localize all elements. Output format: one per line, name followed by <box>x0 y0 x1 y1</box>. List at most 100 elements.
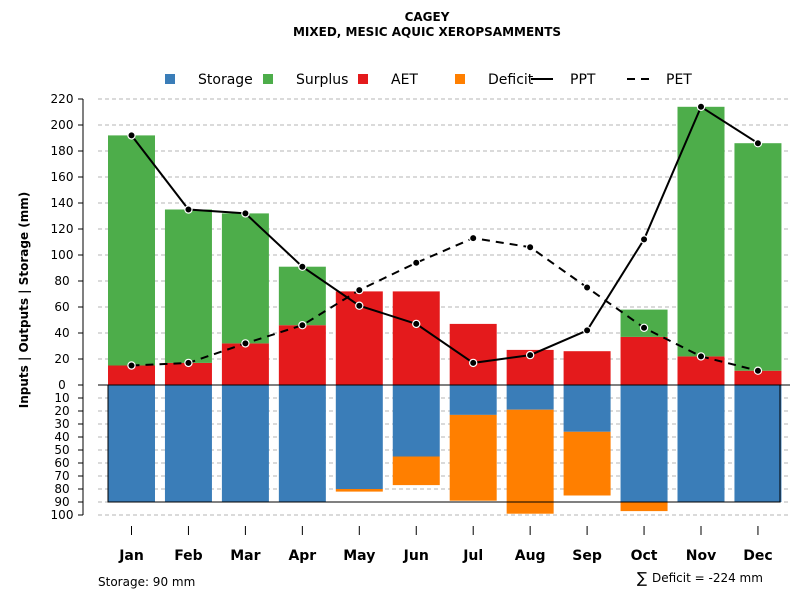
y-tick-label: 180 <box>51 144 74 158</box>
deficit-bar <box>563 431 611 496</box>
aet-bar <box>278 325 326 385</box>
series-lines <box>127 102 763 375</box>
legend-label: Deficit <box>488 72 534 88</box>
surplus-bar <box>164 209 212 363</box>
ppt-line-point <box>412 319 421 329</box>
y-tick-label: 20 <box>54 404 69 418</box>
x-tick-label: Oct <box>631 548 658 564</box>
x-tick-label: Mar <box>230 548 260 564</box>
storage-bar <box>392 385 440 457</box>
ppt-line-point <box>184 205 193 214</box>
pet-line-point <box>127 361 136 370</box>
y-tick-label: 40 <box>54 326 69 340</box>
ppt-line-point <box>298 262 307 271</box>
x-tick-label: Apr <box>288 548 316 564</box>
y-tick-label: 100 <box>51 248 74 262</box>
ppt-line-point <box>753 138 763 148</box>
storage-bar <box>221 385 269 502</box>
y-tick-label: 80 <box>54 482 69 496</box>
aet-bar <box>164 362 212 385</box>
storage-bar <box>164 385 212 502</box>
x-tick-label: Dec <box>743 548 772 564</box>
aet-bar <box>449 323 497 385</box>
storage-bar <box>108 385 155 502</box>
y-tick-label: 10 <box>54 391 69 405</box>
gridlines <box>98 98 790 516</box>
deficit-bar <box>392 456 440 486</box>
x-tick-label: Feb <box>174 548 203 564</box>
pet-line-point <box>696 352 706 361</box>
y-tick-label: 80 <box>54 274 69 288</box>
ppt-line-point <box>639 235 649 244</box>
y-tick-label: 60 <box>54 300 69 314</box>
deficit-bar <box>620 502 668 512</box>
pet-line-point <box>753 366 763 375</box>
aet-bar <box>734 370 782 385</box>
ppt-line-point <box>469 358 478 368</box>
y-tick-label: 50 <box>54 443 69 457</box>
y-axis-label: Inputs | Outputs | Storage (mm) <box>17 192 31 409</box>
legend-label: AET <box>391 72 418 88</box>
y-tick-label: 60 <box>54 456 69 470</box>
y-tick-label: 40 <box>54 430 69 444</box>
x-tick-label: Sep <box>572 548 602 564</box>
ppt-line-point <box>582 326 592 335</box>
storage-bar <box>620 385 668 502</box>
y-tick-label: 0 <box>58 378 66 392</box>
pet-line-point <box>525 242 535 252</box>
pet-line <box>131 237 759 372</box>
surplus-bar <box>278 266 326 326</box>
legend-label: PPT <box>570 72 596 88</box>
legend-swatch <box>263 74 273 84</box>
legend-swatch <box>165 74 175 84</box>
bars <box>98 106 790 514</box>
pet-line-point <box>355 285 364 295</box>
storage-bar <box>563 385 611 432</box>
deficit-bar <box>449 414 497 501</box>
y-tick-label: 100 <box>51 508 74 522</box>
x-tick-label: Nov <box>686 548 716 564</box>
sum-icon: ∑ <box>637 569 647 587</box>
storage-bar <box>278 385 326 502</box>
surplus-bar <box>677 106 725 357</box>
y-tick-label: 120 <box>51 222 74 236</box>
y-tick-label: 140 <box>51 196 74 210</box>
deficit-footer: Deficit = -224 mm <box>652 571 763 585</box>
chart-subtitle: MIXED, MESIC AQUIC XEROPSAMMENTS <box>293 25 561 39</box>
storage-bar <box>677 385 725 502</box>
chart-title: CAGEY <box>405 10 450 24</box>
storage-footer: Storage: 90 mm <box>98 575 195 589</box>
legend-label: Surplus <box>296 72 348 88</box>
aet-bar <box>392 291 440 385</box>
storage-bar <box>449 385 497 415</box>
y-tick-label: 20 <box>54 352 69 366</box>
legend: Storage Surplus AET Deficit PPT PET <box>165 72 692 88</box>
pet-line-point <box>298 321 307 330</box>
aet-bar <box>563 351 611 385</box>
x-tick-label: May <box>343 548 375 564</box>
surplus-bar <box>108 135 155 366</box>
axes: 0204060801001201401601802002201020304050… <box>51 92 773 564</box>
legend-label: Storage <box>198 72 253 88</box>
storage-bar <box>734 385 782 502</box>
pet-line-point <box>582 283 592 292</box>
pet-line-point <box>184 358 193 368</box>
x-tick-label: Aug <box>515 548 546 564</box>
pet-line-point <box>241 339 250 348</box>
pet-line-point <box>469 233 478 243</box>
aet-bar <box>620 336 668 385</box>
surplus-bar <box>221 213 269 344</box>
pet-line-point <box>412 258 421 267</box>
deficit-bar <box>335 489 383 492</box>
ppt-line-point <box>525 350 535 360</box>
legend-swatch <box>455 74 465 84</box>
ppt-line <box>130 105 759 364</box>
aet-bar <box>108 365 155 385</box>
surplus-bar <box>620 309 668 337</box>
y-tick-label: 90 <box>54 495 69 509</box>
y-tick-label: 200 <box>51 118 74 132</box>
surplus-bar <box>734 143 782 371</box>
x-tick-label: Jan <box>118 548 144 564</box>
ppt-line-point <box>127 131 136 140</box>
